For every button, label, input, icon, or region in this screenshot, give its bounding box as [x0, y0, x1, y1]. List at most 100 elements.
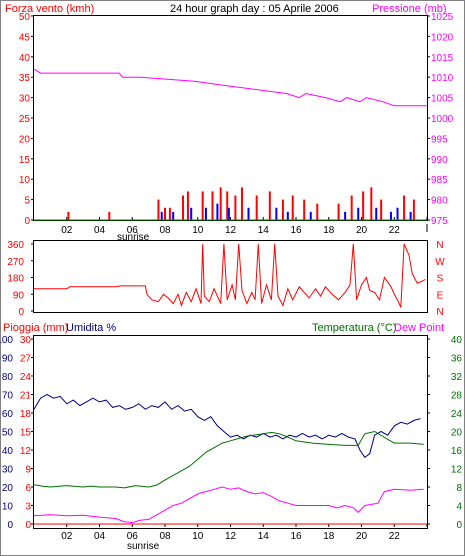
wind-tick-label: 15 — [19, 155, 31, 166]
pressure-tick-label: 1005 — [431, 94, 454, 105]
hour-tick-label-bottom: 02 — [61, 531, 73, 542]
direction-line — [34, 243, 426, 308]
wind-bar-red — [240, 187, 243, 220]
hour-tick-label-bottom: 06 — [127, 531, 139, 542]
hour-tick-label-bottom: 18 — [323, 531, 335, 542]
rain-tick-label: 30 — [20, 335, 32, 346]
humidity-axis-title: Umidita % — [66, 322, 116, 334]
temperature-tick-label: 36 — [451, 354, 463, 365]
wind-bar-red — [255, 195, 258, 220]
rain-tick-label: 21 — [20, 391, 32, 402]
hour-tick-label: 12 — [225, 225, 237, 236]
wind-bar-red — [157, 199, 160, 220]
temperature-tick-label: 40 — [451, 335, 463, 346]
panel-rain-temp-frame — [33, 335, 428, 529]
hour-tick-label: 04 — [94, 225, 106, 236]
hour-tick-label-bottom: 20 — [356, 531, 368, 542]
humidity-tick-label: 40 — [2, 446, 14, 457]
pressure-tick-label: 1015 — [431, 53, 454, 64]
temperature-tick-label: 28 — [451, 391, 463, 402]
wind-tick-label: 50 — [19, 12, 31, 23]
series-line-temperatura-c- — [33, 430, 424, 489]
hour-tick-label-bottom: 04 — [94, 531, 106, 542]
rain-tick-label: 9 — [25, 465, 31, 476]
humidity-tick-label: 70 — [2, 391, 14, 402]
rain-tick-label: 12 — [20, 446, 32, 457]
wind-tick-label: 30 — [19, 94, 31, 105]
wind-bar-red — [281, 199, 284, 220]
wind-bar-blue — [357, 207, 360, 220]
wind-bar-red — [108, 211, 111, 220]
wind-bar-red — [370, 187, 373, 220]
wind-bar-red — [67, 211, 70, 220]
hour-tick-label: 22 — [389, 225, 401, 236]
temperature-tick-label: 0 — [456, 520, 462, 531]
wind-tick-label: 10 — [19, 175, 31, 186]
pressure-axis-title: Pressione (mb) — [372, 3, 447, 15]
dew-point-title: Dew Point — [394, 322, 444, 334]
pressure-tick-label: 995 — [431, 134, 448, 145]
wind-bar-blue — [286, 211, 289, 220]
wind-bar-red — [234, 195, 237, 220]
wind-bar-blue — [227, 207, 230, 220]
pressure-tick-label: 980 — [431, 196, 448, 207]
direction-tick-label: 360 — [7, 240, 24, 251]
wind-tick-label: 40 — [19, 53, 31, 64]
hour-tick-label: 14 — [258, 225, 270, 236]
wind-bar-red — [211, 191, 214, 220]
wind-tick-label: 35 — [19, 73, 31, 84]
rain-tick-label: 18 — [20, 409, 32, 420]
temperature-tick-label: 20 — [451, 428, 463, 439]
chart-marks: 0510152025303540455097598098599099510001… — [0, 12, 462, 542]
sunrise-label-bottom: sunrise — [127, 541, 160, 552]
temperature-tick-label: 24 — [451, 409, 463, 420]
temperature-tick-label: 16 — [451, 446, 463, 457]
pressure-tick-label: 975 — [431, 216, 448, 227]
temperature-axis-title: Temperatura (°C) — [312, 322, 396, 334]
wind-bar-blue — [172, 211, 175, 220]
series-line-dew-point — [33, 486, 424, 524]
wind-tick-label: 5 — [24, 196, 30, 207]
wind-bar-blue — [190, 207, 193, 220]
wind-bar-red — [337, 203, 340, 220]
wind-bar-red — [350, 195, 353, 220]
wind-bar-red — [362, 191, 365, 220]
humidity-tick-label: 80 — [2, 372, 14, 383]
wind-bar-blue — [309, 211, 312, 220]
pressure-tick-label: 1025 — [431, 12, 454, 23]
rain-tick-label: 6 — [25, 483, 31, 494]
wind-tick-label: 0 — [24, 216, 30, 227]
wind-bar-red — [403, 195, 406, 220]
wind-bar-blue — [389, 211, 392, 220]
wind-tick-label: 25 — [19, 114, 31, 125]
wind-bar-blue — [344, 211, 347, 220]
series-line-umidita- — [33, 393, 421, 459]
temperature-tick-label: 12 — [451, 465, 463, 476]
pressure-tick-label: 1000 — [431, 114, 454, 125]
wind-bar-red — [219, 187, 222, 220]
panel-wind-pressure-frame — [33, 15, 428, 221]
humidity-tick-label: 20 — [2, 483, 14, 494]
wind-bar-red — [303, 199, 306, 220]
wind-bar-red — [291, 195, 294, 220]
humidity-tick-label: 10 — [2, 502, 14, 513]
hour-tick-label: 18 — [323, 225, 335, 236]
hour-tick-label: 08 — [159, 225, 171, 236]
direction-tick-label: 180 — [7, 274, 24, 285]
hour-tick-label-bottom: 16 — [290, 531, 302, 542]
hour-tick-label: 20 — [356, 225, 368, 236]
temperature-tick-label: 32 — [451, 372, 463, 383]
pressure-tick-label: 990 — [431, 155, 448, 166]
hour-tick-label: 10 — [192, 225, 204, 236]
wind-bar-red — [182, 195, 185, 220]
compass-label: N — [436, 307, 443, 318]
rain-tick-label: 27 — [20, 354, 32, 365]
rain-tick-label: 3 — [25, 502, 31, 513]
hour-tick-label-bottom: 12 — [225, 531, 237, 542]
wind-bar-red — [380, 199, 383, 220]
series-line-magenta — [33, 68, 427, 107]
rain-tick-label: 0 — [25, 520, 31, 531]
